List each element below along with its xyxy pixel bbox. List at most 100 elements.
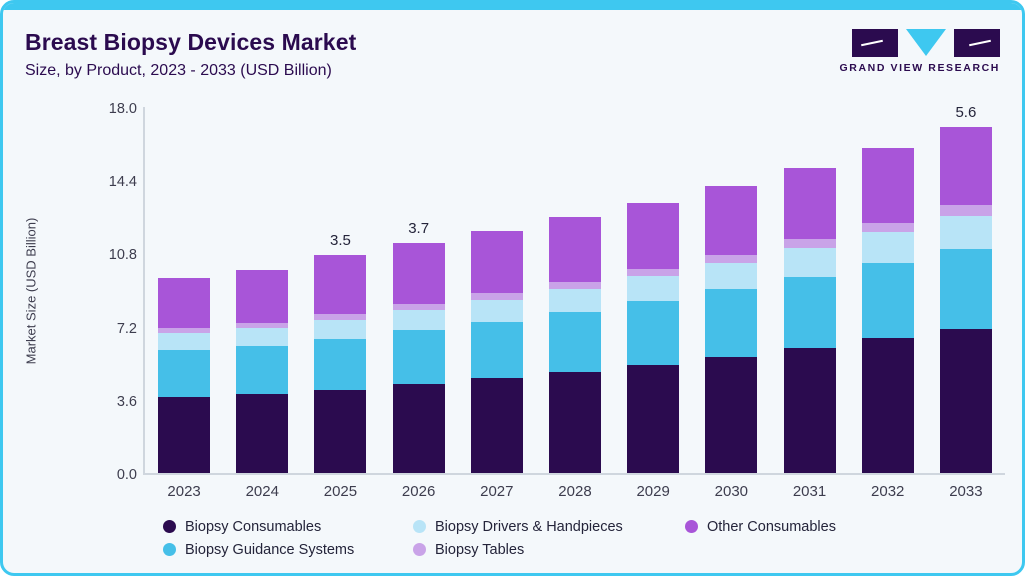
bar-segment[interactable] <box>939 127 992 206</box>
bar-segment[interactable] <box>783 347 836 473</box>
x-tick-label: 2023 <box>167 483 201 500</box>
bar-segment[interactable] <box>158 332 211 350</box>
bar-segment[interactable] <box>705 356 758 473</box>
bar-segment[interactable] <box>392 304 445 311</box>
y-tick-label: 0.0 <box>116 467 137 483</box>
bar-segment[interactable] <box>392 310 445 331</box>
bar-segment[interactable] <box>783 168 836 240</box>
bar-segment[interactable] <box>236 322 289 328</box>
legend-color-swatch <box>413 520 426 533</box>
bar-segment[interactable] <box>236 327 289 346</box>
legend-item[interactable]: Biopsy Guidance Systems <box>163 542 413 558</box>
bar-segment[interactable] <box>470 293 523 300</box>
bar-segment[interactable] <box>236 269 289 323</box>
x-tick-label: 2029 <box>636 483 670 500</box>
x-tick-label: 2031 <box>792 483 827 500</box>
bar-segment[interactable] <box>548 216 601 282</box>
bar-segment[interactable] <box>861 263 914 339</box>
bar-segment[interactable] <box>861 222 914 233</box>
bar-segment[interactable] <box>705 254 758 263</box>
bar-stack <box>627 202 680 473</box>
bar-value-label: 3.7 <box>408 220 430 238</box>
bar-segment[interactable] <box>314 338 367 390</box>
bar-segment[interactable] <box>783 239 836 249</box>
bar-segment[interactable] <box>939 205 992 216</box>
bar-segment[interactable] <box>627 269 680 277</box>
y-axis-ticks: 0.0 3.6 7.2 10.8 14.4 18.0 <box>81 101 137 483</box>
bar-group[interactable]: 2024 <box>223 107 301 500</box>
bar-stack <box>236 269 289 473</box>
bar-segment[interactable] <box>236 345 289 395</box>
bar-group[interactable]: 2030 <box>692 107 770 500</box>
bar-segment[interactable] <box>705 262 758 290</box>
bar-segment[interactable] <box>470 321 523 379</box>
bar-segment[interactable] <box>158 328 211 333</box>
bar-segment[interactable] <box>939 328 992 473</box>
bar-segment[interactable] <box>627 276 680 302</box>
bar-group[interactable]: 3.7 2026 <box>380 107 458 500</box>
bar-segment[interactable] <box>392 384 445 473</box>
chart-legend: Biopsy Consumables Biopsy Drivers & Handp… <box>163 515 943 561</box>
y-tick-label: 14.4 <box>108 174 137 191</box>
legend-item[interactable]: Biopsy Drivers & Handpieces <box>413 519 685 535</box>
x-tick-label: 2032 <box>871 483 905 500</box>
bar-group[interactable]: 2031 <box>770 107 848 500</box>
legend-label: Biopsy Drivers & Handpieces <box>435 518 623 535</box>
bar-segment[interactable] <box>783 276 836 348</box>
x-tick-label: 2028 <box>558 483 592 500</box>
bar-segment[interactable] <box>158 396 211 473</box>
bar-segment[interactable] <box>783 248 836 277</box>
bar-segment[interactable] <box>470 378 523 473</box>
bar-group[interactable]: 2032 <box>849 107 927 500</box>
bar-group[interactable]: 2029 <box>614 107 692 500</box>
bar-segment[interactable] <box>861 232 914 264</box>
bar-segment[interactable] <box>158 349 211 397</box>
bar-group[interactable]: 2023 <box>145 107 223 500</box>
bar-segment[interactable] <box>939 249 992 329</box>
logo-right-box-icon <box>954 29 1000 57</box>
bar-segment[interactable] <box>470 231 523 294</box>
page-title: Breast Biopsy Devices Market <box>25 29 357 55</box>
bar-segment[interactable] <box>627 301 680 365</box>
grand-view-research-logo: GRAND VIEW RESEARCH <box>840 29 1000 77</box>
bar-segment[interactable] <box>548 371 601 473</box>
plot-area: 0.0 3.6 7.2 10.8 14.4 18.0 2023 2024 3.5 2025 3.7… <box>109 101 1005 500</box>
bar-segment[interactable] <box>392 243 445 305</box>
legend-color-swatch <box>685 520 698 533</box>
bar-series-container: 2023 2024 3.5 2025 3.7 2026 2027 2028 2029 2030 20… <box>145 104 1005 500</box>
legend-label: Biopsy Guidance Systems <box>185 541 355 558</box>
bar-group[interactable]: 5.6 2033 <box>927 104 1005 500</box>
bar-group[interactable]: 3.5 2025 <box>301 107 379 500</box>
bar-segment[interactable] <box>470 299 523 322</box>
bar-segment[interactable] <box>548 288 601 312</box>
bar-stack <box>939 127 992 473</box>
bar-segment[interactable] <box>861 147 914 223</box>
bar-segment[interactable] <box>392 330 445 385</box>
logo-triangle-icon <box>906 29 946 56</box>
bar-segment[interactable] <box>548 311 601 372</box>
logo-left-box-icon <box>852 29 898 57</box>
bar-segment[interactable] <box>939 216 992 250</box>
x-tick-label: 2026 <box>401 483 436 500</box>
x-tick-label: 2030 <box>714 483 749 500</box>
bar-segment[interactable] <box>627 202 680 270</box>
bar-group[interactable]: 2028 <box>536 107 614 500</box>
bar-segment[interactable] <box>314 255 367 315</box>
bar-stack <box>158 277 211 473</box>
legend-item[interactable]: Other Consumables <box>685 519 943 535</box>
y-axis-title-text: Market Size (USD Billion) <box>23 217 39 365</box>
legend-item[interactable]: Biopsy Tables <box>413 542 685 558</box>
bar-segment[interactable] <box>548 281 601 289</box>
bar-segment[interactable] <box>314 389 367 473</box>
bar-segment[interactable] <box>705 289 758 357</box>
bar-segment[interactable] <box>314 319 367 339</box>
bar-segment[interactable] <box>158 277 211 329</box>
bar-group[interactable]: 2027 <box>458 107 536 500</box>
bar-segment[interactable] <box>861 338 914 473</box>
legend-item[interactable]: Biopsy Consumables <box>163 519 413 535</box>
bar-stack <box>392 243 445 473</box>
bar-segment[interactable] <box>627 364 680 473</box>
bar-segment[interactable] <box>705 186 758 255</box>
bar-segment[interactable] <box>236 394 289 473</box>
bar-segment[interactable] <box>314 314 367 320</box>
